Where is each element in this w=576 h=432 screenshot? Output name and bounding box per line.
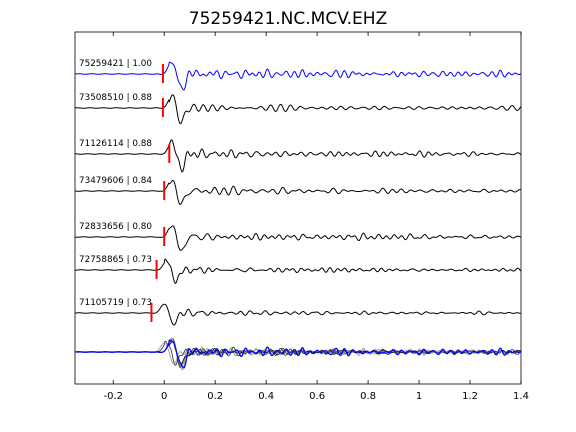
x-tick-label: 1.4 xyxy=(513,391,529,402)
trace-waveform xyxy=(75,258,522,284)
trace-label: 72758865 | 0.73 xyxy=(79,255,152,265)
trace-label: 73479606 | 0.84 xyxy=(79,176,152,186)
x-tick-label: 0.4 xyxy=(258,391,274,402)
trace-label: 73508510 | 0.88 xyxy=(79,93,152,103)
trace-waveform xyxy=(75,139,522,173)
x-tick-label: 1 xyxy=(416,391,422,402)
x-tick-label: 1.2 xyxy=(462,391,478,402)
trace-waveform xyxy=(74,94,522,125)
trace-waveform xyxy=(75,61,522,91)
trace-labels: 75259421 | 1.00 73508510 | 0.88 71126114 |… xyxy=(79,59,152,308)
trace-label: 71105719 | 0.73 xyxy=(79,298,152,308)
plot-area xyxy=(74,31,522,385)
trace-label: 71126114 | 0.88 xyxy=(79,139,152,149)
x-tick-label: -0.2 xyxy=(103,391,123,402)
overlay-waveform xyxy=(75,339,522,369)
chart-title: 75259421.NC.MCV.EHZ xyxy=(189,9,387,29)
traces-layer xyxy=(74,61,522,371)
x-tick-label: 0 xyxy=(161,391,167,402)
x-axis: -0.2 0 0.2 0.4 0.6 0.8 1 1.2 1.4 xyxy=(103,32,529,402)
trace-waveform xyxy=(74,303,521,326)
x-tick-label: 0.2 xyxy=(207,391,223,402)
trace-label: 72833656 | 0.80 xyxy=(79,222,152,232)
x-tick-label: 0.8 xyxy=(360,391,376,402)
x-tick-label: 0.6 xyxy=(309,391,325,402)
trace-label: 75259421 | 1.00 xyxy=(79,59,152,69)
trace-waveform xyxy=(74,225,522,251)
trace-waveform xyxy=(74,180,522,205)
